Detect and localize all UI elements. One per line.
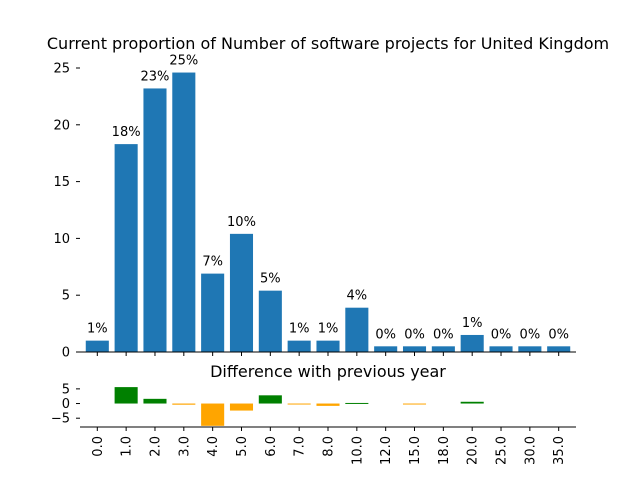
main-data-label: 0% bbox=[548, 327, 569, 342]
x-tick-label: 35.0 bbox=[552, 436, 567, 465]
x-tick-label: 2.0 bbox=[148, 436, 163, 457]
main-bars-group: 1% 18% 23%25% 7% 10% 5% 1% 1% 4% 0% 0% 0% 1% 0% 0% 0% bbox=[85, 54, 571, 352]
diff-bar-positive bbox=[345, 402, 369, 404]
main-data-label: 1% bbox=[462, 316, 483, 331]
diff-y-tick-label: −5 bbox=[51, 412, 70, 427]
main-bar bbox=[229, 233, 254, 352]
main-data-label: 0% bbox=[404, 327, 425, 342]
main-bar bbox=[172, 72, 196, 352]
x-tick-label: 6.0 bbox=[264, 436, 279, 457]
main-data-label: 23% bbox=[141, 69, 170, 84]
diff-bars-group bbox=[114, 387, 484, 426]
x-tick-label: 20.0 bbox=[466, 436, 481, 465]
main-y-tick-label: 5 bbox=[62, 289, 70, 304]
diff-bar-positive bbox=[258, 395, 282, 404]
diff-bar-negative bbox=[172, 403, 196, 405]
main-data-label: 0% bbox=[375, 327, 396, 342]
x-tick-label: 5.0 bbox=[235, 436, 250, 457]
diff-chart-title: Difference with previous year bbox=[210, 362, 446, 381]
diff-y-tick-label: 5 bbox=[62, 382, 70, 397]
main-bar bbox=[547, 346, 571, 352]
main-data-label: 5% bbox=[260, 272, 281, 287]
diff-bar-negative bbox=[201, 403, 225, 426]
main-bar bbox=[85, 340, 109, 352]
main-data-label: 0% bbox=[491, 327, 512, 342]
main-bar bbox=[518, 346, 542, 352]
main-y-axis: 0 5 10 15 20 25 bbox=[53, 62, 576, 361]
diff-bar-negative bbox=[316, 403, 340, 406]
diff-bar-negative bbox=[287, 403, 311, 405]
x-tick-label: 10.0 bbox=[350, 436, 365, 465]
x-tick-label: 12.0 bbox=[379, 436, 394, 465]
main-y-tick-label: 25 bbox=[53, 62, 70, 77]
main-bar bbox=[201, 273, 225, 352]
main-data-label: 1% bbox=[87, 322, 108, 337]
main-bar bbox=[402, 346, 427, 352]
x-tick-label: 18.0 bbox=[437, 436, 452, 465]
diff-y-tick-label: 0 bbox=[62, 397, 70, 412]
diff-bar-negative bbox=[229, 403, 254, 411]
main-bar bbox=[316, 340, 340, 352]
diff-y-axis: 50−5 bbox=[51, 382, 80, 427]
diff-bar-positive bbox=[460, 401, 484, 404]
x-tick-label: 8.0 bbox=[322, 436, 337, 457]
x-tick-label: 25.0 bbox=[495, 436, 510, 465]
main-data-label: 18% bbox=[112, 125, 141, 140]
main-bar bbox=[287, 340, 311, 352]
main-y-tick-label: 20 bbox=[53, 118, 70, 133]
x-tick-label: 0.0 bbox=[91, 436, 106, 457]
x-tick-label: 3.0 bbox=[177, 436, 192, 457]
main-bar bbox=[460, 334, 484, 352]
main-data-label: 0% bbox=[520, 327, 541, 342]
main-data-label: 7% bbox=[202, 255, 223, 270]
diff-bar-positive bbox=[143, 398, 167, 404]
main-data-label: 1% bbox=[318, 322, 339, 337]
main-bar bbox=[345, 307, 369, 352]
main-bar bbox=[258, 290, 282, 352]
diff-bar-negative bbox=[402, 403, 427, 405]
x-tick-label: 4.0 bbox=[206, 436, 221, 457]
x-axis: 0.0 1.0 2.0 3.0 4.0 5.0 6.0 7.0 8.0 10.0 12.0 15.0 1… bbox=[80, 426, 576, 465]
main-data-label: 25% bbox=[169, 54, 198, 69]
main-y-tick-label: 15 bbox=[53, 175, 70, 190]
main-data-label: 10% bbox=[227, 215, 256, 230]
main-bar bbox=[431, 346, 455, 352]
main-y-tick-label: 10 bbox=[53, 232, 70, 247]
x-tick-label: 15.0 bbox=[408, 436, 423, 465]
main-bar bbox=[489, 346, 513, 352]
main-bar bbox=[143, 88, 167, 352]
diff-bar-positive bbox=[114, 387, 138, 404]
x-tick-label: 7.0 bbox=[293, 436, 308, 457]
main-y-tick-label: 0 bbox=[62, 346, 70, 361]
main-data-label: 0% bbox=[433, 327, 454, 342]
x-tick-label: 30.0 bbox=[523, 436, 538, 465]
main-chart-title: Current proportion of Number of software… bbox=[47, 34, 609, 53]
main-data-label: 1% bbox=[289, 322, 310, 337]
x-tick-label: 1.0 bbox=[120, 436, 135, 457]
main-data-label: 4% bbox=[347, 289, 368, 304]
main-bar bbox=[374, 346, 398, 352]
main-bar bbox=[114, 144, 138, 352]
